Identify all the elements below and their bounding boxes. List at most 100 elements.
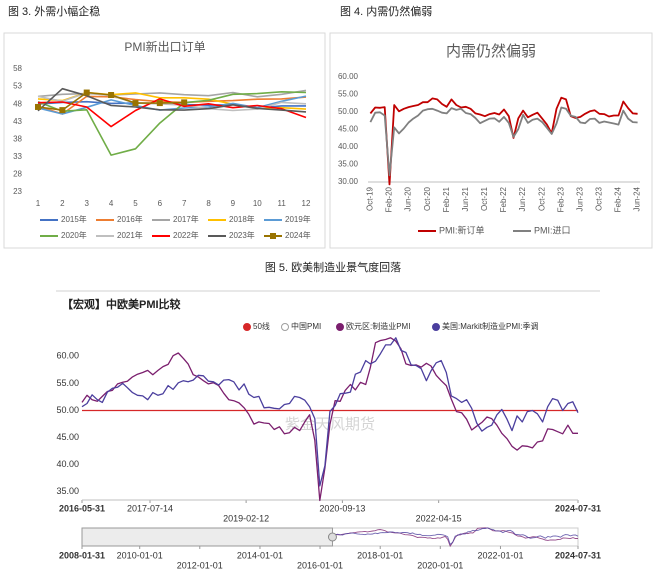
y-tick-label: 40.00 bbox=[338, 142, 359, 151]
y-tick-label: 53 bbox=[13, 82, 22, 91]
x-tick-label: 9 bbox=[231, 199, 236, 208]
x-tick-label: 2020-09-13 bbox=[319, 503, 365, 513]
navigator-line bbox=[332, 527, 578, 548]
x-tick-label: 2019-02-12 bbox=[223, 513, 269, 523]
point bbox=[132, 100, 139, 107]
chart-title: 内需仍然偏弱 bbox=[446, 43, 536, 60]
x-tick-label: 2024-07-31 bbox=[555, 503, 601, 513]
point bbox=[108, 92, 115, 99]
x-tick-label: Jun-22 bbox=[518, 186, 527, 211]
x-tick-label: Feb-24 bbox=[614, 186, 623, 212]
x-tick-label: Jun-21 bbox=[461, 186, 470, 211]
y-tick-label: 55.00 bbox=[56, 378, 79, 388]
x-tick-label: 1 bbox=[36, 199, 41, 208]
navigator-mask bbox=[81, 527, 333, 547]
legend-label: 2017年 bbox=[173, 214, 199, 224]
chart-title: PMI新出口订单 bbox=[124, 39, 205, 54]
point bbox=[156, 100, 163, 107]
legend-label: 2015年 bbox=[61, 214, 87, 224]
y-tick-label: 45.00 bbox=[338, 125, 359, 134]
point bbox=[35, 103, 41, 110]
legend-label: 中国PMI bbox=[291, 321, 321, 331]
y-tick-label: 33 bbox=[13, 152, 22, 161]
x-tick-label: Jun-24 bbox=[633, 186, 642, 211]
x-tick-label: Feb-23 bbox=[556, 186, 565, 212]
y-tick-label: 28 bbox=[13, 170, 22, 179]
x-tick-label: Oct-22 bbox=[537, 186, 546, 211]
legend-label: 2021年 bbox=[117, 230, 143, 240]
y-tick-label: 30.00 bbox=[338, 177, 359, 186]
point bbox=[59, 107, 66, 114]
navigator-tick-label: 2020-01-01 bbox=[417, 560, 463, 570]
point bbox=[181, 99, 188, 106]
x-tick-label: 11 bbox=[277, 199, 286, 208]
y-tick-label: 50.00 bbox=[338, 107, 359, 116]
legend-label: PMI:进口 bbox=[534, 225, 571, 235]
y-tick-label: 35.00 bbox=[338, 160, 359, 169]
point bbox=[83, 89, 90, 96]
x-tick-label: 2017-07-14 bbox=[127, 503, 173, 513]
x-tick-label: 8 bbox=[206, 199, 211, 208]
y-tick-label: 60.00 bbox=[338, 72, 359, 81]
legend-swatch bbox=[281, 323, 289, 331]
navigator-tick-label: 2014-01-01 bbox=[237, 550, 283, 560]
navigator-tick-label: 2022-01-01 bbox=[477, 550, 523, 560]
legend-swatch bbox=[336, 323, 344, 331]
series-line bbox=[37, 91, 307, 156]
navigator-tick-label: 2016-01-01 bbox=[297, 560, 343, 570]
series-line bbox=[81, 337, 579, 487]
x-tick-label: 2 bbox=[60, 199, 65, 208]
navigator-tick-label: 2024-07-31 bbox=[555, 550, 601, 560]
x-tick-label: 7 bbox=[182, 199, 187, 208]
navigator-tick-label: 2008-01-31 bbox=[59, 550, 105, 560]
x-tick-label: Oct-21 bbox=[480, 186, 489, 211]
y-tick-label: 35.00 bbox=[56, 486, 79, 496]
x-tick-label: 10 bbox=[253, 199, 262, 208]
y-tick-label: 55.00 bbox=[338, 90, 359, 99]
y-tick-label: 38 bbox=[13, 134, 22, 143]
x-tick-label: Oct-20 bbox=[423, 186, 432, 211]
x-tick-label: Oct-19 bbox=[365, 186, 374, 211]
y-tick-label: 58 bbox=[13, 64, 22, 73]
chart-title: 【宏观】中欧美PMI比较 bbox=[62, 297, 181, 311]
caption: 图 4. 内需仍然偏弱 bbox=[340, 4, 432, 18]
x-tick-label: 12 bbox=[302, 199, 311, 208]
caption: 图 3. 外需小幅企稳 bbox=[8, 4, 100, 18]
x-tick-label: 5 bbox=[133, 199, 138, 208]
y-tick-label: 60.00 bbox=[56, 351, 79, 361]
legend-label: 2019年 bbox=[285, 214, 311, 224]
navigator-tick-label: 2012-01-01 bbox=[177, 560, 223, 570]
x-tick-label: Feb-20 bbox=[385, 186, 394, 212]
legend-label: 2020年 bbox=[61, 230, 87, 240]
legend-label: 2023年 bbox=[229, 230, 255, 240]
legend-swatch bbox=[432, 323, 440, 331]
series-line bbox=[369, 106, 638, 177]
navigator-line bbox=[332, 527, 579, 546]
legend-swatch bbox=[243, 323, 251, 331]
x-tick-label: Oct-23 bbox=[595, 186, 604, 211]
y-tick-label: 43 bbox=[13, 117, 22, 126]
series-line bbox=[369, 96, 638, 186]
chart-frame bbox=[329, 32, 653, 249]
legend-label: 2024年 bbox=[285, 230, 311, 240]
chart-frame bbox=[3, 32, 326, 249]
y-tick-label: 50.00 bbox=[56, 405, 79, 415]
x-tick-label: Jun-23 bbox=[575, 186, 584, 211]
x-tick-label: 6 bbox=[158, 199, 163, 208]
y-tick-label: 40.00 bbox=[56, 459, 79, 469]
navigator-tick-label: 2010-01-01 bbox=[117, 550, 163, 560]
legend-label: 2022年 bbox=[173, 230, 199, 240]
x-tick-label: Feb-22 bbox=[499, 186, 508, 212]
legend-label: 2016年 bbox=[117, 214, 143, 224]
legend-label: 美国:Markit制造业PMI:季调 bbox=[442, 321, 538, 331]
legend-label: PMI:新订单 bbox=[439, 224, 485, 235]
x-tick-label: Feb-21 bbox=[442, 186, 451, 212]
x-tick-label: 3 bbox=[85, 199, 90, 208]
x-tick-label: 4 bbox=[109, 199, 114, 208]
navigator-tick-label: 2018-01-01 bbox=[357, 550, 403, 560]
navigator-handle bbox=[327, 532, 337, 542]
y-tick-label: 45.00 bbox=[56, 432, 79, 442]
legend-label: 2018年 bbox=[229, 214, 255, 224]
x-tick-label: 2022-04-15 bbox=[416, 513, 462, 523]
